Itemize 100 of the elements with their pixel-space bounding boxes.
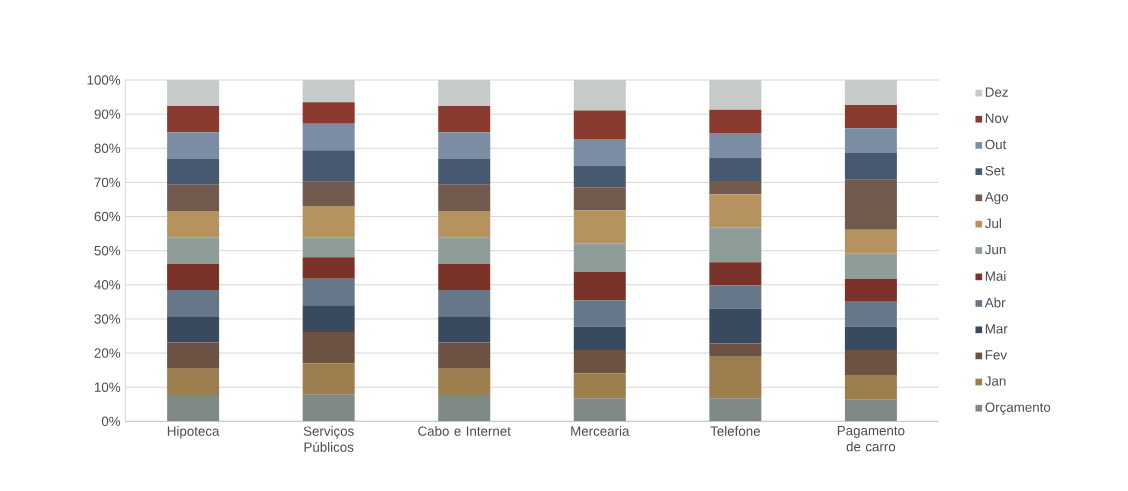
bar [438, 158, 491, 185]
legend-label: Mai [985, 271, 1006, 281]
bar [438, 263, 491, 291]
bar [844, 350, 897, 376]
x-tick-label: Pagamento de carro [837, 426, 905, 452]
bar [709, 181, 762, 195]
bar [167, 316, 220, 343]
x-tick-label: Cabo e Internet [418, 426, 511, 436]
bar [573, 300, 626, 327]
bar [709, 194, 762, 228]
bar [302, 332, 355, 364]
y-tick-label: 90% [94, 109, 121, 120]
bar [573, 373, 626, 399]
legend-label: Ago [984, 192, 1008, 205]
bar [573, 139, 626, 166]
legend-label: Fev [985, 350, 1007, 360]
bar [709, 227, 762, 263]
bar [167, 237, 220, 264]
x-tick-label: Serviços Públicos [303, 426, 354, 452]
bar [844, 399, 897, 422]
bar [709, 133, 762, 158]
bar [709, 343, 762, 357]
legend-label: Orçamento [985, 402, 1051, 415]
bar [438, 237, 491, 264]
bar [709, 262, 762, 286]
bar [167, 395, 220, 422]
bar [573, 271, 626, 301]
y-tick-label: 60% [94, 211, 121, 222]
bar [844, 105, 897, 129]
bar [844, 179, 897, 230]
bar [438, 342, 491, 369]
bar [573, 326, 626, 351]
x-tick-label: Mercearia [571, 426, 630, 436]
bar [438, 211, 491, 238]
bar [167, 342, 220, 369]
legend-label: Mar [985, 324, 1008, 334]
bar [302, 123, 355, 151]
bar [573, 350, 626, 374]
bar [302, 363, 355, 395]
bar [709, 157, 762, 182]
legend-label: Dez [985, 87, 1008, 97]
bar [438, 132, 491, 159]
bar [438, 106, 491, 133]
bar [167, 290, 220, 317]
bar [167, 368, 220, 396]
y-tick-label: 0% [101, 416, 121, 427]
y-tick-label: 100% [87, 75, 121, 85]
y-tick-label: 10% [94, 382, 121, 393]
legend-label: Set [985, 166, 1005, 176]
bar [302, 394, 355, 422]
bar [844, 153, 897, 180]
y-tick-label: 40% [94, 280, 121, 290]
bar [438, 184, 491, 212]
bar [302, 305, 355, 333]
bar [573, 398, 626, 422]
bar [573, 165, 626, 188]
y-tick-label: 50% [94, 246, 121, 256]
bar [302, 150, 355, 182]
legend-label: Jan [985, 376, 1006, 386]
legend-label: Abr [984, 297, 1006, 308]
bar [844, 375, 897, 400]
bar [167, 158, 220, 185]
bar [709, 285, 762, 309]
bar [302, 102, 355, 124]
bar [709, 308, 762, 344]
legend-label: Out [985, 139, 1007, 150]
bar [844, 302, 897, 327]
bar [573, 187, 626, 211]
x-tick-label: Telefone [710, 426, 760, 436]
x-tick-label: Hipoteca [167, 426, 220, 439]
bar [438, 290, 491, 317]
bar [844, 278, 897, 303]
bar [844, 230, 897, 254]
y-tick-label: 80% [94, 143, 121, 154]
bar [302, 181, 355, 207]
bar [438, 316, 491, 343]
bar [438, 368, 491, 396]
bar [167, 132, 220, 159]
bar [167, 80, 220, 107]
bar [844, 326, 897, 351]
bar [844, 128, 897, 154]
bar [844, 253, 897, 279]
bar [167, 106, 220, 133]
legend-label: Jul [985, 218, 1001, 229]
bar [709, 109, 762, 134]
legend-label: Jun [985, 245, 1006, 255]
bar [167, 263, 220, 291]
bar [302, 206, 355, 238]
bar [709, 356, 762, 399]
bar [302, 237, 355, 258]
bar [167, 184, 220, 212]
bar [302, 278, 355, 306]
y-tick-label: 20% [94, 348, 121, 358]
bar [573, 210, 626, 244]
bar [573, 110, 626, 140]
bar [709, 80, 762, 110]
bar [844, 80, 897, 106]
bar [709, 398, 762, 422]
bar [167, 211, 220, 238]
bar [302, 257, 355, 279]
